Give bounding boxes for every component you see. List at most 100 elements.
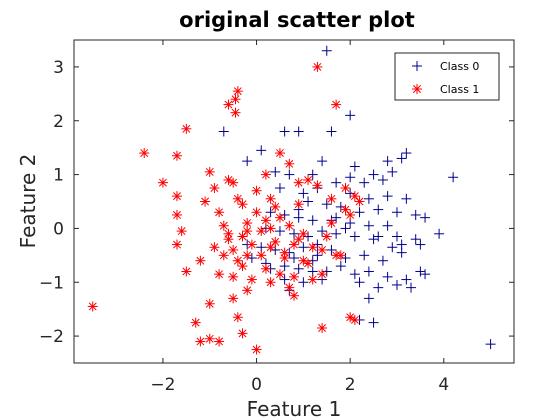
point-class-1 <box>181 124 191 134</box>
point-class-0 <box>378 256 388 266</box>
point-class-0 <box>401 148 411 158</box>
y-tick-label: 2 <box>53 112 64 132</box>
point-class-0 <box>336 261 346 271</box>
point-class-1 <box>242 226 252 236</box>
point-class-0 <box>345 172 355 182</box>
point-class-1 <box>88 301 98 311</box>
point-class-0 <box>298 277 308 287</box>
point-class-0 <box>280 127 290 137</box>
point-class-0 <box>275 226 285 236</box>
point-class-1 <box>195 256 205 266</box>
point-class-0 <box>369 318 379 328</box>
point-class-1 <box>242 285 252 295</box>
point-class-0 <box>326 127 336 137</box>
point-class-0 <box>242 156 252 166</box>
point-class-1 <box>228 293 238 303</box>
point-class-0 <box>383 191 393 201</box>
point-class-1 <box>209 242 219 252</box>
point-class-0 <box>411 210 421 220</box>
x-axis-label: Feature 1 <box>247 397 342 420</box>
point-class-0 <box>448 172 458 182</box>
point-class-0 <box>369 170 379 180</box>
point-class-1 <box>284 159 294 169</box>
point-class-0 <box>308 215 318 225</box>
point-class-1 <box>219 221 229 231</box>
point-class-0 <box>378 175 388 185</box>
point-class-1 <box>261 264 271 274</box>
point-class-1 <box>261 170 271 180</box>
point-class-1 <box>172 240 182 250</box>
x-tick-label: 4 <box>438 375 449 395</box>
point-class-1 <box>233 256 243 266</box>
point-class-0 <box>373 283 383 293</box>
point-class-0 <box>420 269 430 279</box>
point-class-0 <box>364 221 374 231</box>
point-class-0 <box>359 250 369 260</box>
legend-marker-class-1 <box>412 84 422 94</box>
point-class-0 <box>420 213 430 223</box>
point-class-1 <box>266 194 276 204</box>
point-class-1 <box>345 312 355 322</box>
point-class-1 <box>233 86 243 96</box>
point-class-0 <box>387 242 397 252</box>
point-class-0 <box>331 178 341 188</box>
point-class-1 <box>228 245 238 255</box>
point-class-1 <box>289 272 299 282</box>
point-class-0 <box>317 156 327 166</box>
point-class-1 <box>308 242 318 252</box>
point-class-1 <box>340 183 350 193</box>
point-class-1 <box>266 223 276 233</box>
point-class-0 <box>340 223 350 233</box>
point-class-1 <box>252 345 262 355</box>
point-class-1 <box>228 272 238 282</box>
point-class-1 <box>223 234 233 244</box>
point-class-1 <box>275 148 285 158</box>
point-class-1 <box>294 199 304 209</box>
point-class-0 <box>355 277 365 287</box>
point-class-1 <box>205 299 215 309</box>
point-class-0 <box>373 231 383 241</box>
point-class-0 <box>392 207 402 217</box>
chart-title: original scatter plot <box>179 8 415 32</box>
point-class-1 <box>294 178 304 188</box>
point-class-1 <box>336 250 346 260</box>
point-class-1 <box>172 151 182 161</box>
point-class-0 <box>355 207 365 217</box>
point-class-1 <box>205 334 215 344</box>
point-class-0 <box>415 266 425 276</box>
point-class-1 <box>303 175 313 185</box>
point-class-1 <box>205 167 215 177</box>
point-class-0 <box>350 231 360 241</box>
point-class-1 <box>172 210 182 220</box>
point-class-1 <box>158 178 168 188</box>
point-class-1 <box>317 323 327 333</box>
point-class-1 <box>270 202 280 212</box>
point-class-0 <box>406 283 416 293</box>
point-class-0 <box>397 240 407 250</box>
point-class-0 <box>345 110 355 120</box>
legend: Class 0 Class 1 <box>395 53 499 100</box>
point-class-1 <box>303 258 313 268</box>
point-class-1 <box>312 180 322 190</box>
y-tick-label: 0 <box>53 219 64 239</box>
point-class-1 <box>280 248 290 258</box>
point-class-1 <box>312 62 322 72</box>
point-class-0 <box>415 240 425 250</box>
point-class-0 <box>401 275 411 285</box>
point-class-1 <box>214 336 224 346</box>
y-axis: −2−10123 <box>39 58 514 347</box>
point-class-1 <box>308 275 318 285</box>
point-class-1 <box>355 197 365 207</box>
point-class-0 <box>392 280 402 290</box>
point-class-1 <box>238 199 248 209</box>
point-class-1 <box>209 183 219 193</box>
point-class-0 <box>401 194 411 204</box>
point-class-1 <box>317 269 327 279</box>
point-class-0 <box>303 197 313 207</box>
point-class-1 <box>172 191 182 201</box>
point-class-0 <box>298 242 308 252</box>
point-class-1 <box>326 218 336 228</box>
point-class-0 <box>411 234 421 244</box>
point-class-1 <box>256 226 266 236</box>
point-class-1 <box>219 250 229 260</box>
